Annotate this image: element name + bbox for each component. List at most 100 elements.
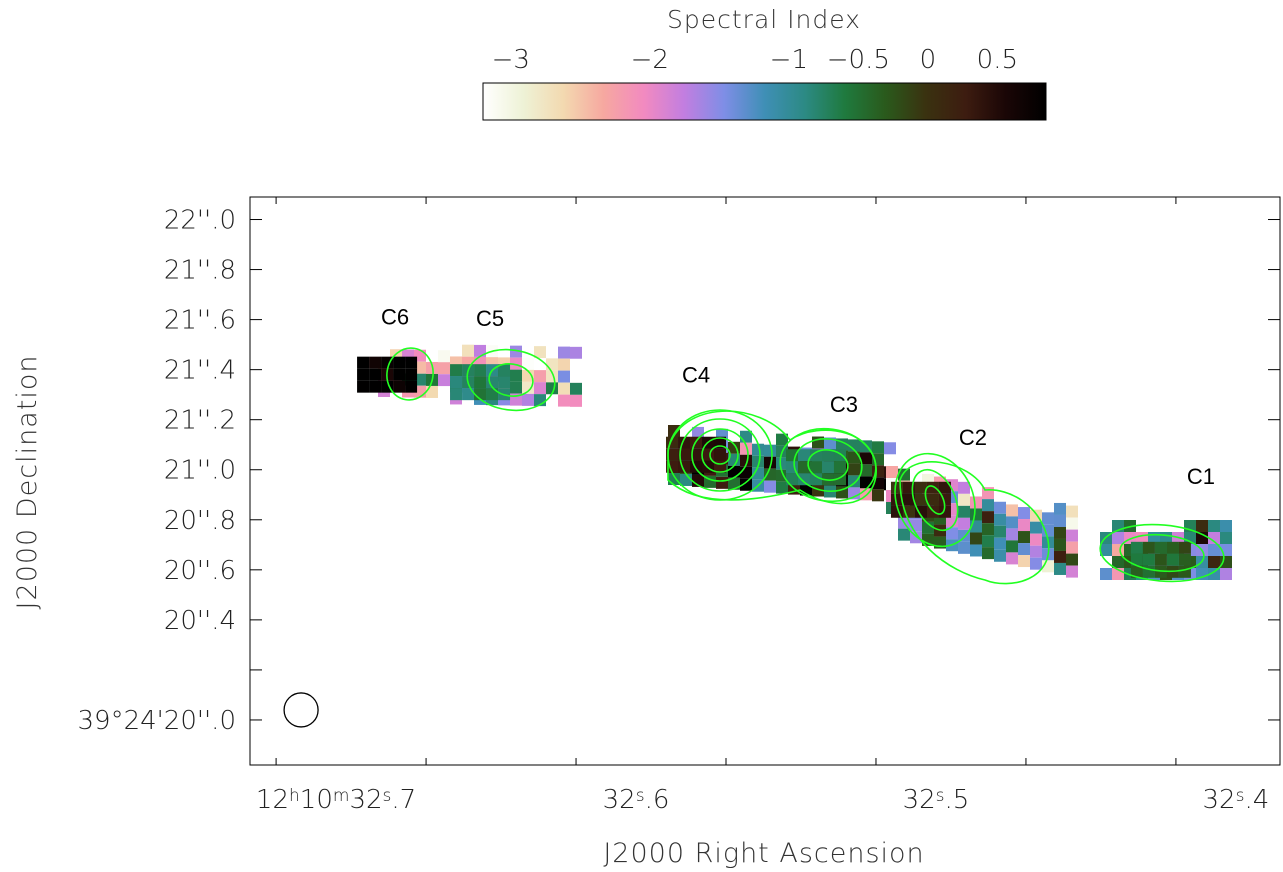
index-pixel [570, 382, 582, 395]
contour-line [667, 410, 877, 505]
index-pixel [1220, 568, 1232, 580]
index-pixel [752, 443, 764, 456]
index-pixel [1154, 565, 1167, 578]
index-pixel [776, 481, 788, 494]
index-pixel [546, 358, 558, 371]
index-pixel [982, 511, 994, 524]
index-pixel [1042, 524, 1054, 537]
colorbar-tick-label: −1 [770, 45, 808, 75]
index-pixel [558, 358, 570, 371]
index-pixel [462, 344, 474, 357]
index-pixel [498, 345, 510, 358]
index-pixel [438, 350, 450, 363]
index-pixel [1208, 568, 1220, 580]
index-pixel [1054, 526, 1066, 539]
index-pixel [474, 376, 487, 389]
index-pixel [797, 461, 810, 474]
colorbar-tick-label: 0 [920, 45, 937, 75]
index-pixel [809, 449, 822, 462]
index-pixel [809, 473, 822, 486]
index-pixel [534, 370, 546, 383]
index-pixel [890, 505, 903, 518]
y-tick-label: 21''.2 [164, 406, 236, 436]
component-label: C5 [476, 306, 504, 331]
x-tick-label: 12h10m32s.7 [256, 785, 416, 815]
index-pixel [740, 478, 752, 491]
index-pixel [752, 467, 764, 480]
index-pixel [393, 368, 406, 381]
index-pixel [510, 369, 522, 382]
index-pixel [1054, 514, 1066, 527]
contour-line [679, 418, 761, 492]
component-label: C1 [1187, 464, 1215, 489]
y-tick-label: 21''.6 [164, 306, 236, 336]
index-pixel [958, 517, 970, 530]
index-pixel [570, 370, 582, 383]
index-pixel [886, 466, 898, 478]
index-pixel [938, 481, 951, 494]
index-pixel [1142, 553, 1155, 566]
index-pixel [914, 481, 927, 494]
index-pixel [534, 346, 546, 359]
index-pixel [1066, 553, 1078, 566]
index-pixel [1030, 533, 1042, 546]
index-pixel [728, 465, 740, 478]
index-pixel [450, 376, 463, 389]
index-pixel [1112, 556, 1124, 568]
contour-line [701, 437, 739, 473]
index-pixel [558, 370, 570, 383]
contour-line [1099, 523, 1225, 583]
y-tick-label: 20''.4 [164, 606, 236, 636]
index-pixel [872, 489, 884, 502]
index-pixel [797, 449, 810, 462]
contour-line [1119, 533, 1205, 573]
index-pixel [860, 476, 872, 489]
index-pixel [1112, 532, 1124, 544]
x-axis-title: J2000 Right Ascension [603, 838, 924, 869]
y-tick-label: 20''.8 [164, 506, 236, 536]
index-pixel [381, 356, 394, 369]
index-pixel [821, 449, 834, 462]
index-pixel [510, 357, 522, 370]
index-pixel [994, 525, 1006, 538]
index-pixel [498, 376, 511, 389]
index-pixel [438, 374, 450, 387]
index-pixel [474, 364, 487, 377]
index-pixel [1066, 505, 1078, 518]
index-pixel [970, 532, 982, 545]
index-pixel [546, 346, 558, 359]
index-pixel [438, 362, 450, 375]
index-pixel [970, 496, 982, 509]
colorbar-scale [482, 82, 1047, 121]
index-pixel [690, 460, 703, 473]
contour-line [466, 348, 556, 412]
index-pixel [1142, 541, 1155, 554]
index-pixel [369, 368, 382, 381]
index-pixel [764, 456, 776, 469]
component-label: C3 [830, 392, 858, 417]
index-pixel [1130, 553, 1143, 566]
axis-ticks [250, 197, 1280, 765]
index-pixel [716, 476, 728, 489]
x-tick-label: 32s.5 [903, 785, 970, 815]
index-pixel [546, 394, 558, 407]
index-pixel [740, 442, 752, 455]
index-pixel [369, 356, 382, 369]
index-pixel [1018, 543, 1030, 556]
index-pixel [1030, 557, 1042, 570]
index-pixel [369, 380, 382, 393]
index-pixel [1208, 532, 1220, 544]
index-pixel [668, 425, 680, 437]
intensity-contours [386, 347, 1225, 585]
index-pixel [1166, 541, 1179, 554]
index-pixel [1178, 553, 1191, 566]
index-pixel [1018, 555, 1030, 568]
index-pixel [982, 535, 994, 548]
index-pixel [1100, 568, 1112, 580]
component-label: C6 [381, 305, 409, 330]
index-pixel [970, 508, 982, 521]
index-pixel [958, 481, 970, 494]
index-pixel [821, 473, 834, 486]
index-pixel [1054, 550, 1066, 563]
index-pixel [902, 493, 915, 506]
